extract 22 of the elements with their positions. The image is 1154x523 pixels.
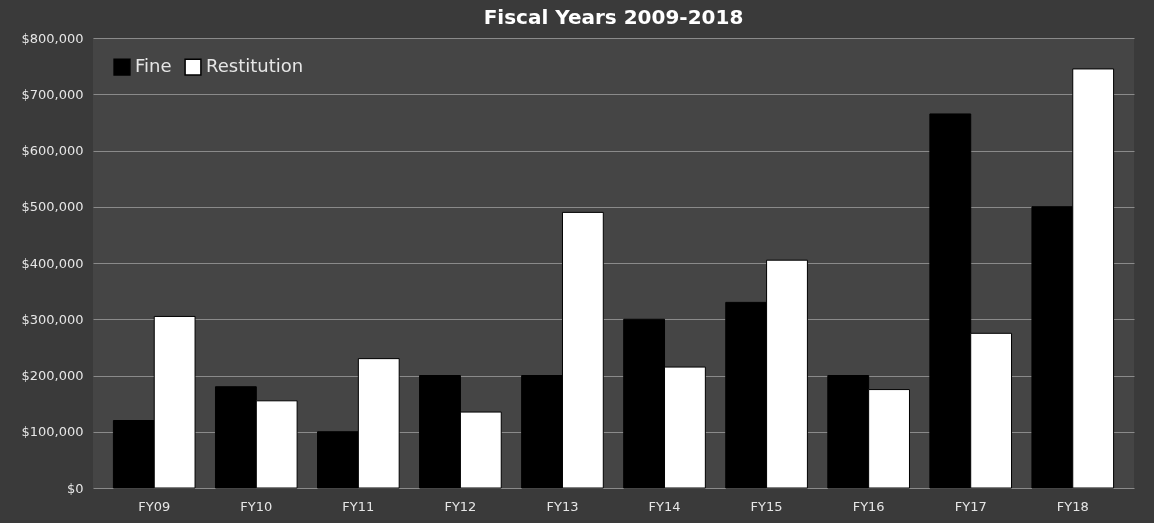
- x-tick-label: FY11: [342, 498, 375, 514]
- y-tick-label: $200,000: [21, 368, 84, 383]
- legend-label: Restitution: [206, 55, 304, 77]
- y-tick-label: $300,000: [21, 311, 84, 327]
- x-tick-label: FY18: [1056, 498, 1089, 514]
- y-tick-label: $400,000: [21, 255, 84, 271]
- y-tick-label: $0: [66, 480, 84, 496]
- x-tick-label: FY13: [546, 498, 579, 514]
- x-tick-label: FY15: [750, 498, 783, 514]
- y-tick-label: $800,000: [21, 30, 84, 46]
- x-tick-label: FY10: [240, 498, 273, 514]
- x-tick-label: FY14: [648, 498, 681, 514]
- y-tick-label: $100,000: [21, 424, 84, 440]
- x-tick-label: FY12: [444, 498, 477, 514]
- y-tick-label: $600,000: [21, 143, 84, 158]
- x-tick-label: FY17: [954, 498, 987, 514]
- y-tick-label: $700,000: [21, 86, 84, 102]
- legend-label: Fine: [135, 55, 172, 77]
- y-tick-label: $500,000: [21, 199, 84, 215]
- x-tick-label: FY16: [852, 498, 885, 514]
- x-tick-label: FY09: [138, 498, 171, 514]
- chart-title: Fiscal Years 2009-2018: [483, 5, 744, 29]
